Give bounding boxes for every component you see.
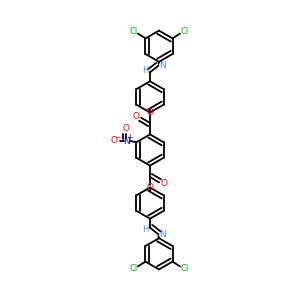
Text: O: O — [123, 124, 130, 134]
Text: Cl: Cl — [180, 27, 189, 36]
Text: +: + — [126, 134, 133, 142]
Text: H: H — [142, 225, 148, 234]
Text: N: N — [123, 136, 130, 146]
Text: H: H — [142, 66, 148, 75]
Text: Cl: Cl — [129, 264, 138, 273]
Text: N: N — [159, 230, 166, 239]
Text: O: O — [133, 112, 140, 121]
Text: O: O — [146, 183, 154, 192]
Text: N: N — [159, 61, 166, 70]
Text: Cl: Cl — [129, 27, 138, 36]
Text: O: O — [111, 136, 118, 145]
Text: Cl: Cl — [180, 264, 189, 273]
Text: O: O — [146, 108, 154, 117]
Text: −: − — [114, 133, 120, 142]
Text: O: O — [160, 179, 167, 188]
